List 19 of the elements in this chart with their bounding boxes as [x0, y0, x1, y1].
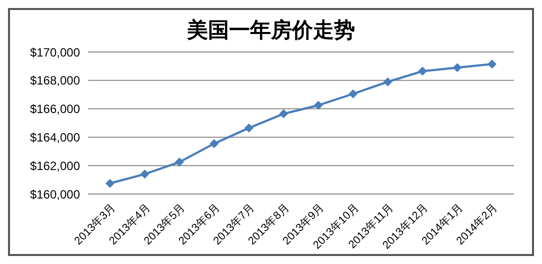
- y-tick-label: $168,000: [30, 74, 80, 88]
- point: [244, 123, 254, 132]
- y-tick-label: $164,000: [30, 130, 80, 144]
- point: [106, 178, 114, 188]
- y-tick-label: $160,000: [30, 187, 80, 202]
- y-tick-label: $166,000: [30, 102, 80, 116]
- point: [348, 89, 358, 98]
- y-tick-label: $170,000: [30, 45, 80, 60]
- point: [418, 66, 428, 76]
- point: [174, 158, 184, 167]
- point: [210, 139, 219, 148]
- point: [314, 100, 323, 110]
- point: [452, 63, 462, 72]
- chart-title: 美国一年房价走势: [186, 16, 356, 44]
- point: [488, 60, 496, 69]
- y-tick-label: $162,000: [30, 158, 80, 173]
- point: [383, 77, 392, 86]
- point: [140, 170, 150, 179]
- point: [279, 109, 288, 118]
